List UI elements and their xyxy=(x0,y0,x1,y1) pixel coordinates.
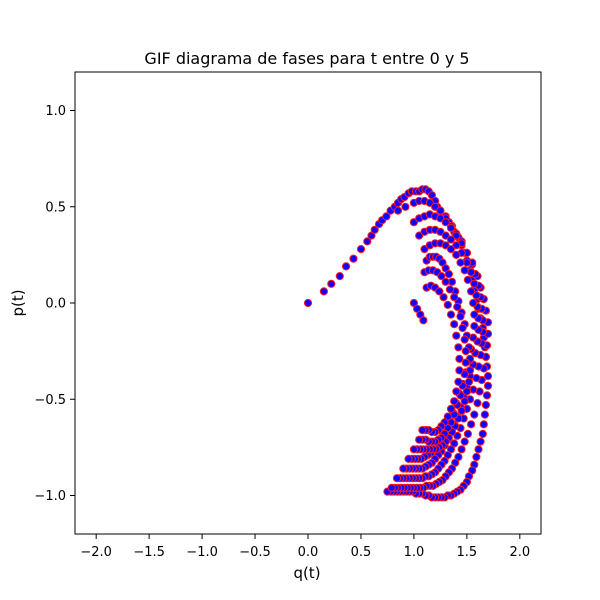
data-point xyxy=(446,310,456,319)
data-point xyxy=(467,420,476,429)
x-tick-label: 0.0 xyxy=(298,545,319,560)
data-point xyxy=(461,358,470,367)
data-point xyxy=(453,302,462,311)
data-point xyxy=(319,287,328,296)
data-point xyxy=(446,404,456,413)
chart-title: GIF diagrama de fases para t entre 0 y 5 xyxy=(144,49,469,68)
data-point xyxy=(327,279,336,288)
data-point xyxy=(437,272,446,281)
data-point xyxy=(457,406,466,415)
x-tick-label: −1.5 xyxy=(133,545,165,560)
data-point xyxy=(460,437,469,446)
data-point xyxy=(393,206,403,215)
data-point xyxy=(481,400,490,410)
x-tick-label: −0.5 xyxy=(239,545,271,560)
data-point xyxy=(441,277,450,286)
data-point xyxy=(441,218,450,227)
x-tick-label: 2.0 xyxy=(509,545,530,560)
data-point xyxy=(461,347,470,356)
data-point xyxy=(460,335,469,344)
x-axis-ticks: −2.0 −1.5 −1.0 −0.5 0.0 0.5 1.0 1.5 2.0 xyxy=(80,534,530,560)
data-point xyxy=(456,258,465,267)
x-axis-label: q(t) xyxy=(293,564,320,582)
data-point xyxy=(462,387,471,396)
data-point xyxy=(463,429,472,438)
data-point xyxy=(476,437,485,446)
y-tick-label: 1.0 xyxy=(45,104,66,119)
data-point xyxy=(392,474,402,483)
data-point xyxy=(370,225,379,234)
data-point xyxy=(439,293,448,302)
data-point xyxy=(474,445,483,454)
data-point xyxy=(303,298,313,308)
data-point xyxy=(356,245,366,254)
data-point xyxy=(349,254,358,263)
y-axis-label: p(t) xyxy=(9,289,27,316)
data-point xyxy=(467,287,476,296)
data-point xyxy=(450,397,459,406)
x-tick-label: 0.5 xyxy=(351,545,372,560)
data-point xyxy=(446,223,456,232)
data-point xyxy=(460,266,469,275)
y-tick-label: −1.0 xyxy=(34,489,66,504)
data-point xyxy=(418,426,427,435)
data-point xyxy=(401,202,410,211)
data-point xyxy=(483,372,493,381)
data-point xyxy=(342,262,351,271)
y-tick-label: −0.5 xyxy=(34,393,66,408)
data-point xyxy=(456,312,465,321)
data-point xyxy=(470,322,479,331)
data-point xyxy=(436,206,445,215)
x-tick-label: −1.0 xyxy=(186,545,218,560)
data-point xyxy=(473,399,482,408)
data-point xyxy=(335,272,344,281)
data-point xyxy=(457,445,466,454)
data-point xyxy=(435,287,444,296)
scatter-points xyxy=(303,185,493,502)
x-tick-label: 1.0 xyxy=(404,545,425,560)
data-point xyxy=(409,445,418,454)
data-point xyxy=(382,212,391,221)
data-point xyxy=(464,377,474,386)
data-point xyxy=(463,275,472,284)
data-point xyxy=(455,366,464,375)
data-point xyxy=(419,316,428,325)
data-point xyxy=(445,285,454,294)
x-tick-label: 1.5 xyxy=(457,545,478,560)
y-tick-label: 0.5 xyxy=(45,200,66,215)
data-point xyxy=(458,323,467,333)
data-point xyxy=(452,250,461,259)
data-point xyxy=(363,237,372,246)
data-point xyxy=(480,410,489,419)
data-point xyxy=(470,410,479,419)
data-point xyxy=(472,452,481,462)
data-point xyxy=(482,391,492,400)
y-axis-ticks: −1.0 −0.5 0.0 0.5 1.0 xyxy=(34,104,75,504)
data-point xyxy=(470,310,479,319)
data-point xyxy=(478,429,487,438)
data-point xyxy=(404,454,413,463)
data-point xyxy=(387,483,396,492)
x-tick-label: −2.0 xyxy=(80,545,112,560)
data-point xyxy=(452,331,461,340)
data-point xyxy=(443,300,452,309)
y-tick-label: 0.0 xyxy=(45,297,66,312)
data-point xyxy=(444,270,453,279)
data-point xyxy=(460,397,469,406)
data-point xyxy=(446,245,456,254)
data-point xyxy=(450,293,459,302)
data-point xyxy=(469,298,478,308)
data-point xyxy=(483,381,493,390)
data-point xyxy=(415,435,424,444)
data-point xyxy=(454,377,463,386)
data-point xyxy=(470,279,479,288)
data-point xyxy=(455,354,464,363)
data-point xyxy=(399,464,408,473)
data-point xyxy=(450,320,459,329)
data-point xyxy=(454,343,463,352)
data-point xyxy=(446,235,456,244)
data-point xyxy=(479,420,488,429)
data-point xyxy=(452,387,461,396)
